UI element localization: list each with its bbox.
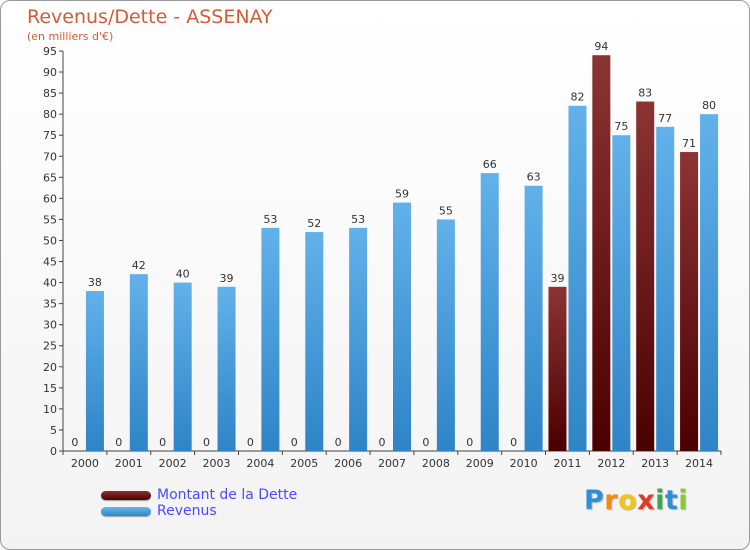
bar-debt: [548, 286, 567, 451]
data-label-debt: 0: [247, 436, 254, 449]
legend-item-debt: Montant de la Dette: [101, 487, 297, 503]
data-label-revenus: 55: [439, 204, 453, 217]
bar-revenus: [656, 126, 675, 451]
data-label-revenus: 80: [702, 99, 716, 112]
bar-revenus: [480, 173, 499, 451]
y-tick-label: 0: [50, 445, 57, 458]
legend-label-revenus: Revenus: [157, 503, 217, 519]
y-tick-label: 50: [43, 234, 57, 247]
data-label-revenus: 66: [483, 158, 497, 171]
x-tick-label: 2007: [378, 457, 406, 470]
data-label-debt: 0: [71, 436, 78, 449]
x-tick-label: 2014: [685, 457, 713, 470]
x-tick-label: 2003: [203, 457, 231, 470]
data-label-debt: 0: [335, 436, 342, 449]
y-tick-label: 45: [43, 256, 57, 269]
data-label-debt: 39: [550, 272, 564, 285]
bar-revenus: [217, 286, 236, 451]
bar-revenus: [612, 135, 631, 452]
y-tick-label: 60: [43, 192, 57, 205]
chart-legend: Montant de la Dette Revenus: [101, 487, 297, 519]
chart-subtitle: (en milliers d'€): [27, 30, 114, 43]
y-tick-label: 75: [43, 129, 57, 142]
x-tick-label: 2006: [334, 457, 362, 470]
x-tick-label: 2012: [597, 457, 625, 470]
data-label-revenus: 42: [132, 259, 146, 272]
data-label-revenus: 63: [527, 171, 541, 184]
data-label-debt: 0: [291, 436, 298, 449]
bar-revenus: [393, 202, 411, 451]
proxiti-logo: Proxiti: [584, 485, 689, 516]
bar-debt: [592, 55, 611, 452]
bar-revenus: [85, 291, 104, 451]
data-label-revenus: 52: [307, 217, 321, 230]
y-tick-label: 80: [43, 108, 57, 121]
data-label-revenus: 77: [658, 112, 672, 125]
data-label-debt: 0: [203, 436, 210, 449]
data-label-debt: 0: [466, 436, 473, 449]
bar-debt: [680, 152, 699, 452]
x-tick-label: 2008: [422, 457, 450, 470]
x-tick-label: 2002: [159, 457, 187, 470]
bar-revenus: [129, 274, 148, 451]
y-tick-label: 40: [43, 277, 57, 290]
data-label-revenus: 53: [263, 213, 277, 226]
data-label-debt: 94: [594, 40, 608, 53]
bar-revenus: [349, 227, 368, 451]
y-tick-label: 30: [43, 319, 57, 332]
data-label-revenus: 53: [351, 213, 365, 226]
y-tick-label: 95: [43, 45, 57, 58]
y-tick-label: 25: [43, 340, 57, 353]
x-tick-label: 2011: [553, 457, 581, 470]
x-tick-label: 2001: [115, 457, 143, 470]
data-label-debt: 0: [115, 436, 122, 449]
y-tick-label: 65: [43, 171, 57, 184]
y-tick-label: 15: [43, 382, 57, 395]
y-tick-label: 55: [43, 213, 57, 226]
y-tick-label: 5: [50, 424, 57, 437]
data-label-debt: 0: [159, 436, 166, 449]
bar-revenus: [305, 232, 324, 451]
data-label-debt: 83: [638, 87, 652, 100]
data-label-debt: 0: [379, 436, 386, 449]
x-tick-label: 2009: [466, 457, 494, 470]
data-label-debt: 0: [510, 436, 517, 449]
y-tick-label: 85: [43, 87, 57, 100]
data-label-revenus: 40: [176, 268, 190, 281]
y-tick-label: 20: [43, 361, 57, 374]
bar-revenus: [524, 185, 543, 451]
y-tick-label: 70: [43, 150, 57, 163]
bar-revenus: [173, 282, 192, 451]
x-tick-label: 2013: [641, 457, 669, 470]
bar-revenus: [261, 227, 280, 451]
bar-debt: [636, 101, 655, 452]
data-label-debt: 71: [682, 137, 696, 150]
data-label-debt: 0: [422, 436, 429, 449]
x-tick-label: 2000: [71, 457, 99, 470]
y-tick-label: 35: [43, 298, 57, 311]
data-label-revenus: 59: [395, 188, 409, 201]
data-label-revenus: 82: [570, 91, 584, 104]
legend-item-revenus: Revenus: [101, 503, 297, 519]
data-label-revenus: 38: [88, 276, 102, 289]
x-tick-label: 2010: [510, 457, 538, 470]
legend-swatch-debt: [101, 490, 151, 500]
chart-title: Revenus/Dette - ASSENAY: [27, 6, 273, 28]
legend-label-debt: Montant de la Dette: [157, 487, 298, 503]
y-tick-label: 90: [43, 66, 57, 79]
legend-swatch-revenus: [101, 506, 151, 516]
data-label-revenus: 39: [220, 272, 234, 285]
bar-revenus: [568, 105, 587, 451]
y-tick-label: 10: [43, 403, 57, 416]
x-tick-label: 2004: [246, 457, 274, 470]
data-label-revenus: 75: [614, 120, 628, 133]
bar-revenus: [700, 114, 719, 451]
bar-revenus: [436, 219, 455, 451]
x-tick-label: 2005: [290, 457, 318, 470]
